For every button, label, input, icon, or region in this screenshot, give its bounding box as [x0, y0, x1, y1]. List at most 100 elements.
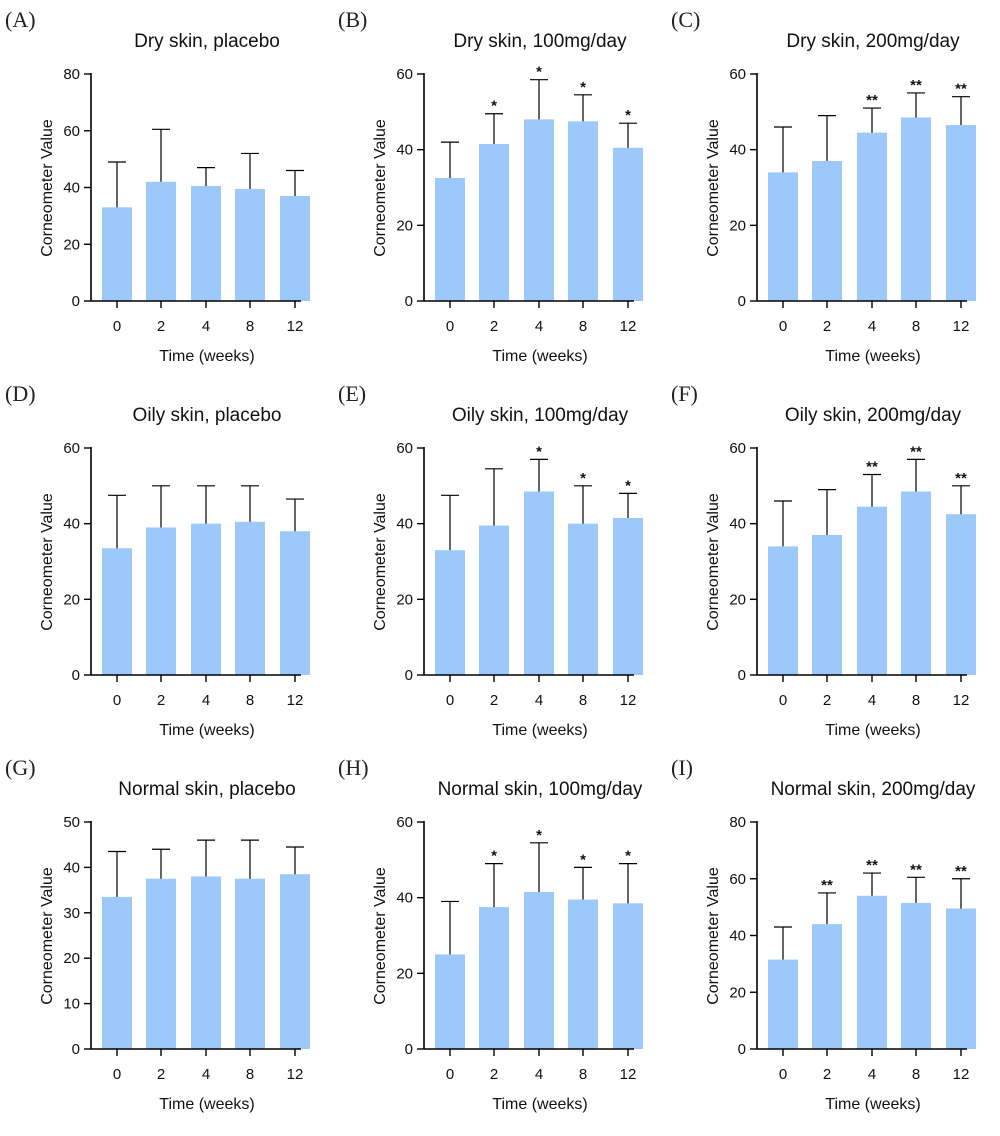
bar: [191, 186, 221, 301]
chart-title: Dry skin, 200mg/day: [786, 31, 960, 52]
y-tick-label: 20: [396, 965, 413, 982]
chart-panel: (E) Oily skin, 100mg/day * * * 0 20 40 60 0 2 4 8 12 T…: [338, 381, 643, 739]
y-tick-label: 60: [396, 66, 413, 83]
significance-marker: *: [536, 64, 542, 81]
x-tick-label: 12: [287, 318, 304, 335]
panel-label: (F): [671, 381, 698, 406]
chart-title: Dry skin, 100mg/day: [453, 31, 627, 52]
chart-panel: (A) Dry skin, placebo 0 20 40 60 80 0 2 4 8 12 Time …: [5, 7, 310, 365]
y-axis-label: Corneometer Value: [39, 867, 56, 1005]
x-tick-label: 8: [579, 1066, 587, 1083]
chart-title: Oily skin, 200mg/day: [785, 405, 962, 426]
x-axis-label: Time (weeks): [492, 1096, 587, 1113]
y-tick-label: 60: [729, 440, 746, 457]
x-tick-label: 2: [490, 318, 498, 335]
chart-panel: (D) Oily skin, placebo 0 20 40 60 0 2 4 8 12 Time (…: [5, 381, 310, 739]
x-tick-label: 12: [620, 318, 637, 335]
y-tick-label: 30: [63, 905, 80, 922]
significance-marker: **: [955, 81, 967, 98]
x-tick-label: 0: [446, 1066, 454, 1083]
bar: [857, 895, 887, 1049]
bar: [146, 181, 176, 301]
x-tick-label: 0: [113, 1066, 121, 1083]
bar: [901, 491, 931, 675]
bar: [479, 525, 509, 675]
x-tick-label: 4: [535, 692, 543, 709]
x-axis-label: Time (weeks): [159, 722, 254, 739]
bar: [280, 531, 310, 675]
y-tick-label: 40: [396, 142, 413, 159]
bar: [102, 207, 132, 301]
y-axis-label: Corneometer Value: [39, 493, 56, 631]
x-tick-label: 12: [620, 1066, 637, 1083]
y-axis-label: Corneometer Value: [705, 119, 722, 257]
chart-panel: (G) Normal skin, placebo 0 10 20 30 40 50 0 2 4 8 12…: [5, 755, 310, 1113]
bar: [768, 172, 798, 301]
significance-marker: *: [580, 470, 586, 487]
bar: [946, 514, 976, 675]
y-tick-label: 0: [738, 1041, 746, 1058]
x-tick-label: 4: [202, 1066, 210, 1083]
significance-marker: *: [491, 98, 497, 115]
x-tick-label: 0: [446, 318, 454, 335]
x-tick-label: 4: [202, 692, 210, 709]
y-axis-label: Corneometer Value: [705, 867, 722, 1005]
bar: [280, 874, 310, 1049]
bar: [812, 924, 842, 1049]
bar: [812, 161, 842, 301]
y-tick-label: 0: [72, 1041, 80, 1058]
bar: [280, 196, 310, 301]
bar: [568, 523, 598, 675]
x-tick-label: 8: [246, 692, 254, 709]
y-tick-label: 20: [729, 591, 746, 608]
x-tick-label: 8: [912, 318, 920, 335]
y-tick-label: 60: [63, 123, 80, 140]
x-tick-label: 2: [823, 1066, 831, 1083]
chart-title: Normal skin, 200mg/day: [771, 779, 976, 800]
bar: [857, 132, 887, 301]
x-tick-label: 8: [246, 318, 254, 335]
y-tick-label: 20: [396, 591, 413, 608]
x-axis-label: Time (weeks): [159, 348, 254, 365]
significance-marker: **: [910, 77, 922, 94]
bar: [812, 535, 842, 675]
x-tick-label: 8: [246, 1066, 254, 1083]
y-tick-label: 0: [738, 667, 746, 684]
bar: [435, 550, 465, 675]
bar: [235, 188, 265, 301]
significance-marker: *: [536, 827, 542, 844]
x-tick-label: 0: [446, 692, 454, 709]
significance-marker: **: [910, 861, 922, 878]
x-tick-label: 2: [157, 1066, 165, 1083]
x-axis-label: Time (weeks): [825, 1096, 920, 1113]
x-tick-label: 0: [113, 692, 121, 709]
x-axis-label: Time (weeks): [825, 722, 920, 739]
x-tick-label: 2: [490, 692, 498, 709]
x-tick-label: 8: [912, 692, 920, 709]
y-tick-label: 40: [396, 890, 413, 907]
x-tick-label: 8: [912, 1066, 920, 1083]
bar: [768, 546, 798, 675]
bar: [191, 523, 221, 675]
y-axis-label: Corneometer Value: [372, 867, 389, 1005]
bar: [235, 521, 265, 675]
y-tick-label: 0: [72, 667, 80, 684]
y-tick-label: 20: [396, 217, 413, 234]
bar: [768, 959, 798, 1049]
x-tick-label: 4: [868, 1066, 876, 1083]
x-tick-label: 4: [868, 318, 876, 335]
y-tick-label: 50: [63, 814, 80, 831]
y-tick-label: 20: [63, 591, 80, 608]
bar: [435, 178, 465, 301]
y-tick-label: 60: [63, 440, 80, 457]
significance-marker: *: [580, 79, 586, 96]
chart-panel: (C) Dry skin, 200mg/day ** ** ** 0 20 40 60 0 2 4 8 1…: [671, 7, 976, 365]
significance-marker: *: [625, 107, 631, 124]
x-axis-label: Time (weeks): [159, 1096, 254, 1113]
chart-title: Dry skin, placebo: [134, 31, 280, 52]
x-tick-label: 4: [535, 1066, 543, 1083]
bar: [524, 119, 554, 302]
x-tick-label: 0: [779, 692, 787, 709]
x-tick-label: 2: [823, 692, 831, 709]
